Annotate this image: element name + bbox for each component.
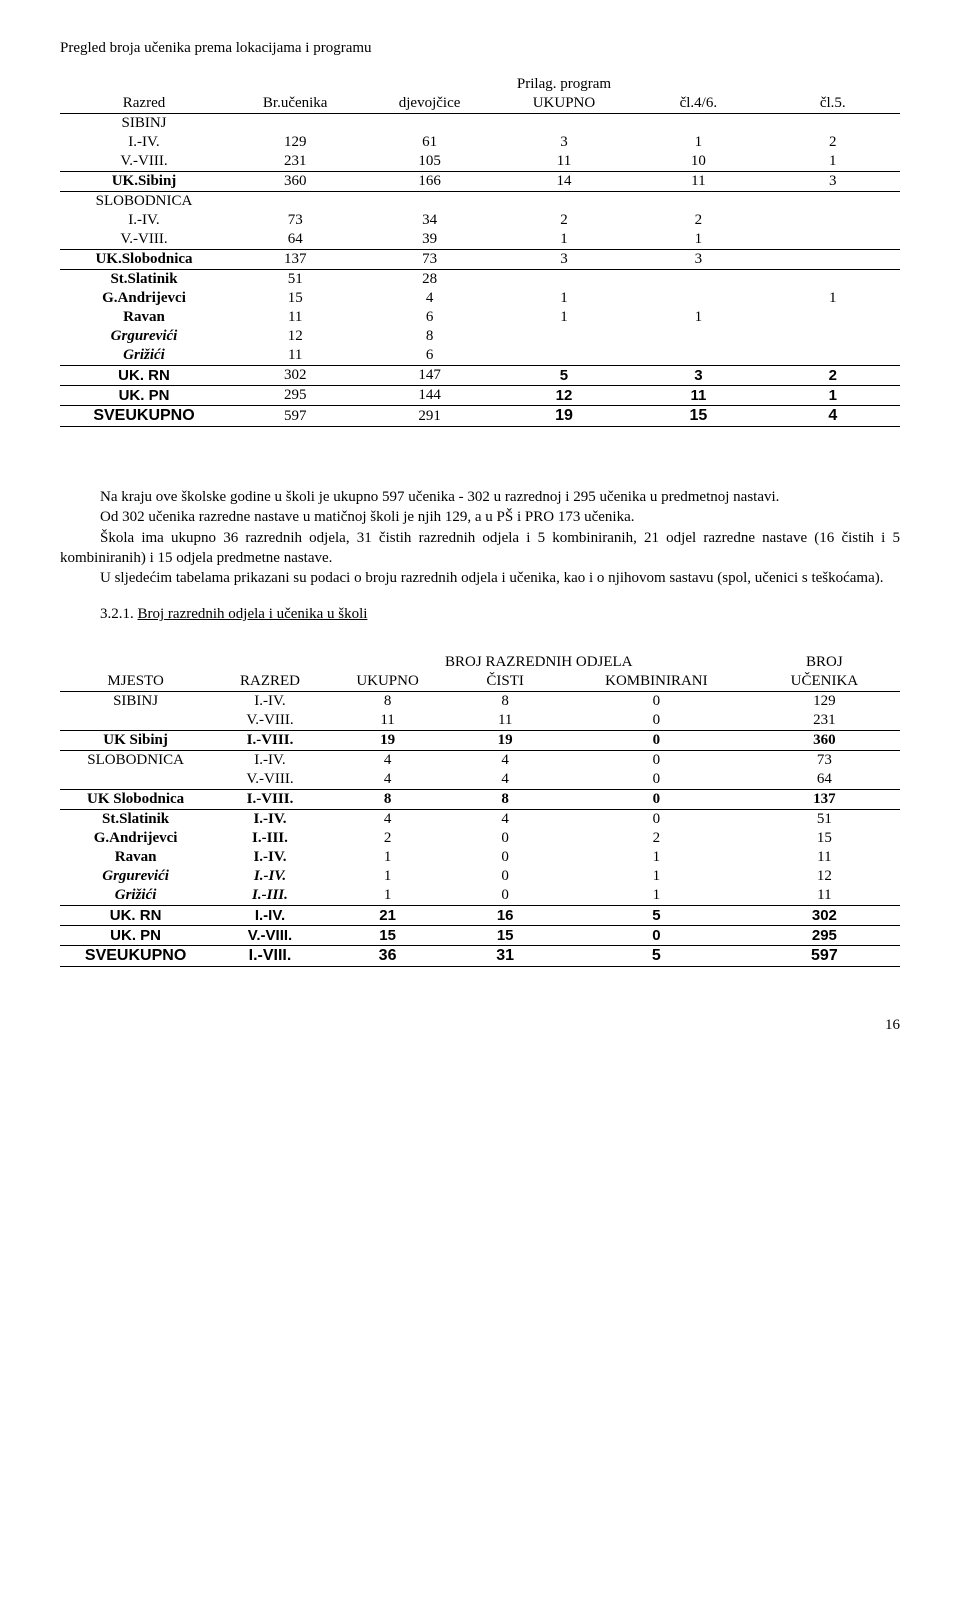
table-row: GrižićiI.-III.10111 [60, 886, 900, 906]
table-row: V.-VIII.643911 [60, 230, 900, 250]
group-label-row: SIBINJ [60, 114, 900, 134]
table-row: RavanI.-IV.10111 [60, 848, 900, 867]
table-row: V.-VIII.23110511101 [60, 152, 900, 172]
table-row: UK SibinjI.-VIII.19190360 [60, 731, 900, 751]
table-row: UK. RNI.-IV.21165302 [60, 906, 900, 926]
table-row: St.Slatinik5128 [60, 270, 900, 290]
table-row: SIBINJI.-IV.880129 [60, 692, 900, 712]
paragraph: Od 302 učenika razredne nastave u matičn… [60, 507, 900, 527]
table-row: Grižići116 [60, 346, 900, 366]
paragraph: U sljedećim tabelama prikazani su podaci… [60, 568, 900, 588]
table-row: UK SlobodnicaI.-VIII.880137 [60, 790, 900, 810]
table-row: I.-IV.733422 [60, 211, 900, 230]
table-2: BROJ RAZREDNIH ODJELABROJMJESTORAZREDUKU… [60, 653, 900, 967]
table-row: V.-VIII.44064 [60, 770, 900, 790]
subheading-text: Broj razrednih odjela i učenika u školi [138, 606, 368, 622]
table-row: V.-VIII.11110231 [60, 711, 900, 731]
col-prilag: Prilag. program [497, 75, 631, 94]
table-row: UK.Sibinj36016614113 [60, 172, 900, 192]
table-row: SVEUKUPNOI.-VIII.36315597 [60, 946, 900, 967]
table-row: St.SlatinikI.-IV.44051 [60, 810, 900, 830]
table-row: Ravan11611 [60, 308, 900, 327]
group-label-row: SLOBODNICA [60, 192, 900, 212]
subheading-number: 3.2.1. [100, 606, 134, 622]
paragraph: Škola ima ukupno 36 razrednih odjela, 31… [60, 528, 900, 569]
table-row: SLOBODNICAI.-IV.44073 [60, 751, 900, 771]
table-footer-row: UK. RN302147532 [60, 366, 900, 386]
paragraph: Na kraju ove školske godine u školi je u… [60, 487, 900, 507]
table-footer-row: SVEUKUPNO59729119154 [60, 406, 900, 427]
table-footer-row: UK. PN29514412111 [60, 386, 900, 406]
page-title: Pregled broja učenika prema lokacijama i… [60, 40, 900, 57]
table-row: G.Andrijevci15411 [60, 289, 900, 308]
table-header-row: BROJ RAZREDNIH ODJELABROJ [60, 653, 900, 672]
table-header-row: RazredBr.učenikadjevojčiceUKUPNOčl.4/6.č… [60, 94, 900, 114]
table-row: I.-IV.12961312 [60, 133, 900, 152]
table-row: UK.Slobodnica1377333 [60, 250, 900, 270]
table-row: G.AndrijevciI.-III.20215 [60, 829, 900, 848]
table-row: GrgurevićiI.-IV.10112 [60, 867, 900, 886]
page-number: 16 [60, 1017, 900, 1034]
table-1: Prilag. programRazredBr.učenikadjevojčic… [60, 75, 900, 427]
table-header-row: MJESTORAZREDUKUPNOČISTIKOMBINIRANIUČENIK… [60, 672, 900, 692]
table-row: UK. PNV.-VIII.15150295 [60, 926, 900, 946]
table-row: Grgurevići128 [60, 327, 900, 346]
subheading: 3.2.1. Broj razrednih odjela i učenika u… [100, 606, 900, 623]
